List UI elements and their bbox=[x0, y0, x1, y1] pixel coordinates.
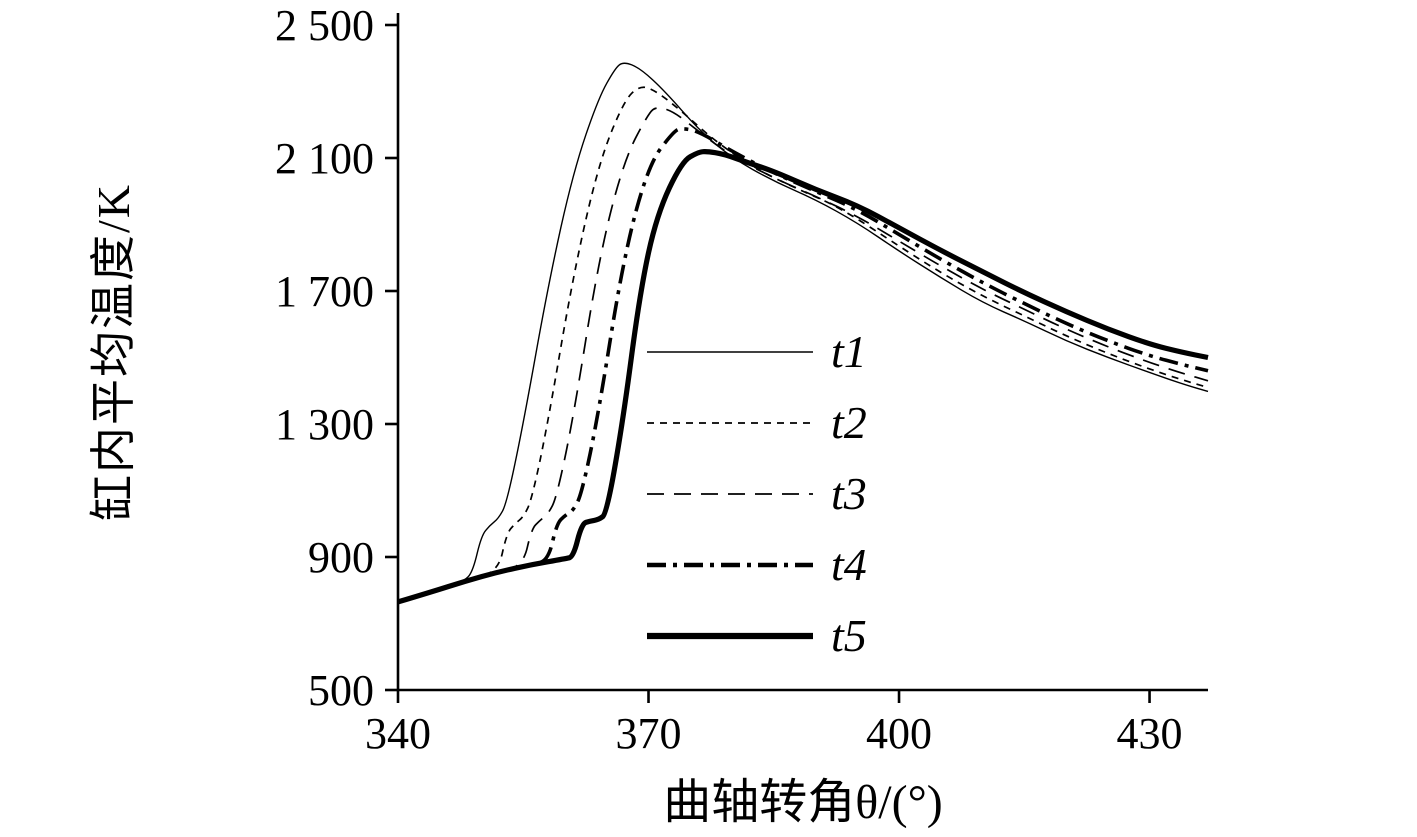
legend-item-t5: t5 bbox=[645, 600, 867, 671]
legend-line-sample-t2 bbox=[647, 421, 813, 424]
series-t5 bbox=[397, 149, 1209, 605]
legend-item-t4: t4 bbox=[645, 529, 867, 600]
legend-line-sample-t1 bbox=[647, 350, 813, 353]
legend-label-t3: t3 bbox=[831, 467, 867, 519]
y-tick-label: 1 300 bbox=[275, 400, 374, 449]
x-tick-label: 400 bbox=[866, 709, 932, 758]
y-tick-label: 900 bbox=[308, 533, 374, 582]
x-tick-label: 370 bbox=[616, 709, 682, 758]
chart-legend: t1 t2 t3 t4 t5 bbox=[645, 316, 867, 671]
legend-line-sample-t3 bbox=[647, 492, 813, 495]
legend-item-t2: t2 bbox=[645, 387, 867, 458]
series-t2 bbox=[397, 86, 1209, 603]
series-t1 bbox=[397, 62, 1209, 603]
x-tick-label: 430 bbox=[1117, 709, 1183, 758]
legend-line-sample-t4 bbox=[647, 562, 813, 567]
y-tick-label: 2 100 bbox=[275, 134, 374, 183]
series-t4 bbox=[397, 127, 1209, 604]
y-tick-label: 1 700 bbox=[275, 267, 374, 316]
series-t3 bbox=[397, 107, 1209, 603]
legend-label-t2: t2 bbox=[831, 396, 867, 448]
legend-label-t4: t4 bbox=[831, 538, 867, 590]
legend-item-t3: t3 bbox=[645, 458, 867, 529]
legend-item-t1: t1 bbox=[645, 316, 867, 387]
legend-label-t1: t1 bbox=[831, 325, 867, 377]
y-tick-label: 2 500 bbox=[275, 1, 374, 50]
legend-label-t5: t5 bbox=[831, 609, 867, 661]
y-axis-label: 缸内平均温度/K bbox=[88, 183, 139, 521]
legend-line-sample-t5 bbox=[647, 632, 813, 639]
x-tick-label: 340 bbox=[365, 709, 431, 758]
x-axis-label: 曲轴转角θ/(°) bbox=[663, 776, 943, 829]
y-tick-label: 500 bbox=[308, 666, 374, 715]
